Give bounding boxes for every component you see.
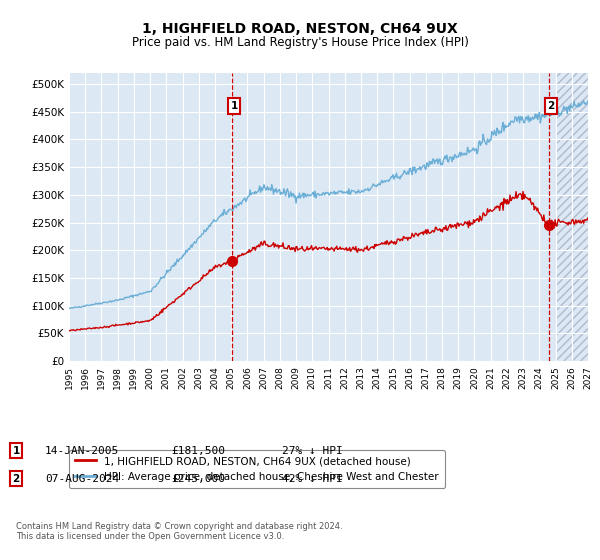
Text: 2: 2 xyxy=(548,101,555,111)
Text: 2: 2 xyxy=(13,474,20,484)
Text: 27% ↓ HPI: 27% ↓ HPI xyxy=(282,446,343,456)
Legend: 1, HIGHFIELD ROAD, NESTON, CH64 9UX (detached house), HPI: Average price, detach: 1, HIGHFIELD ROAD, NESTON, CH64 9UX (det… xyxy=(69,450,445,488)
Text: 1: 1 xyxy=(230,101,238,111)
Text: 42% ↓ HPI: 42% ↓ HPI xyxy=(282,474,343,484)
Text: 07-AUG-2024: 07-AUG-2024 xyxy=(45,474,119,484)
Text: Price paid vs. HM Land Registry's House Price Index (HPI): Price paid vs. HM Land Registry's House … xyxy=(131,36,469,49)
Text: £245,000: £245,000 xyxy=(171,474,225,484)
Text: 14-JAN-2005: 14-JAN-2005 xyxy=(45,446,119,456)
Text: 1, HIGHFIELD ROAD, NESTON, CH64 9UX: 1, HIGHFIELD ROAD, NESTON, CH64 9UX xyxy=(142,22,458,36)
Text: 1: 1 xyxy=(13,446,20,456)
Text: £181,500: £181,500 xyxy=(171,446,225,456)
Text: Contains HM Land Registry data © Crown copyright and database right 2024.
This d: Contains HM Land Registry data © Crown c… xyxy=(16,522,343,542)
